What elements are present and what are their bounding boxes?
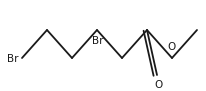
Text: O: O	[154, 80, 162, 90]
Text: Br: Br	[7, 54, 19, 64]
Text: O: O	[167, 42, 175, 52]
Text: Br: Br	[92, 36, 103, 46]
